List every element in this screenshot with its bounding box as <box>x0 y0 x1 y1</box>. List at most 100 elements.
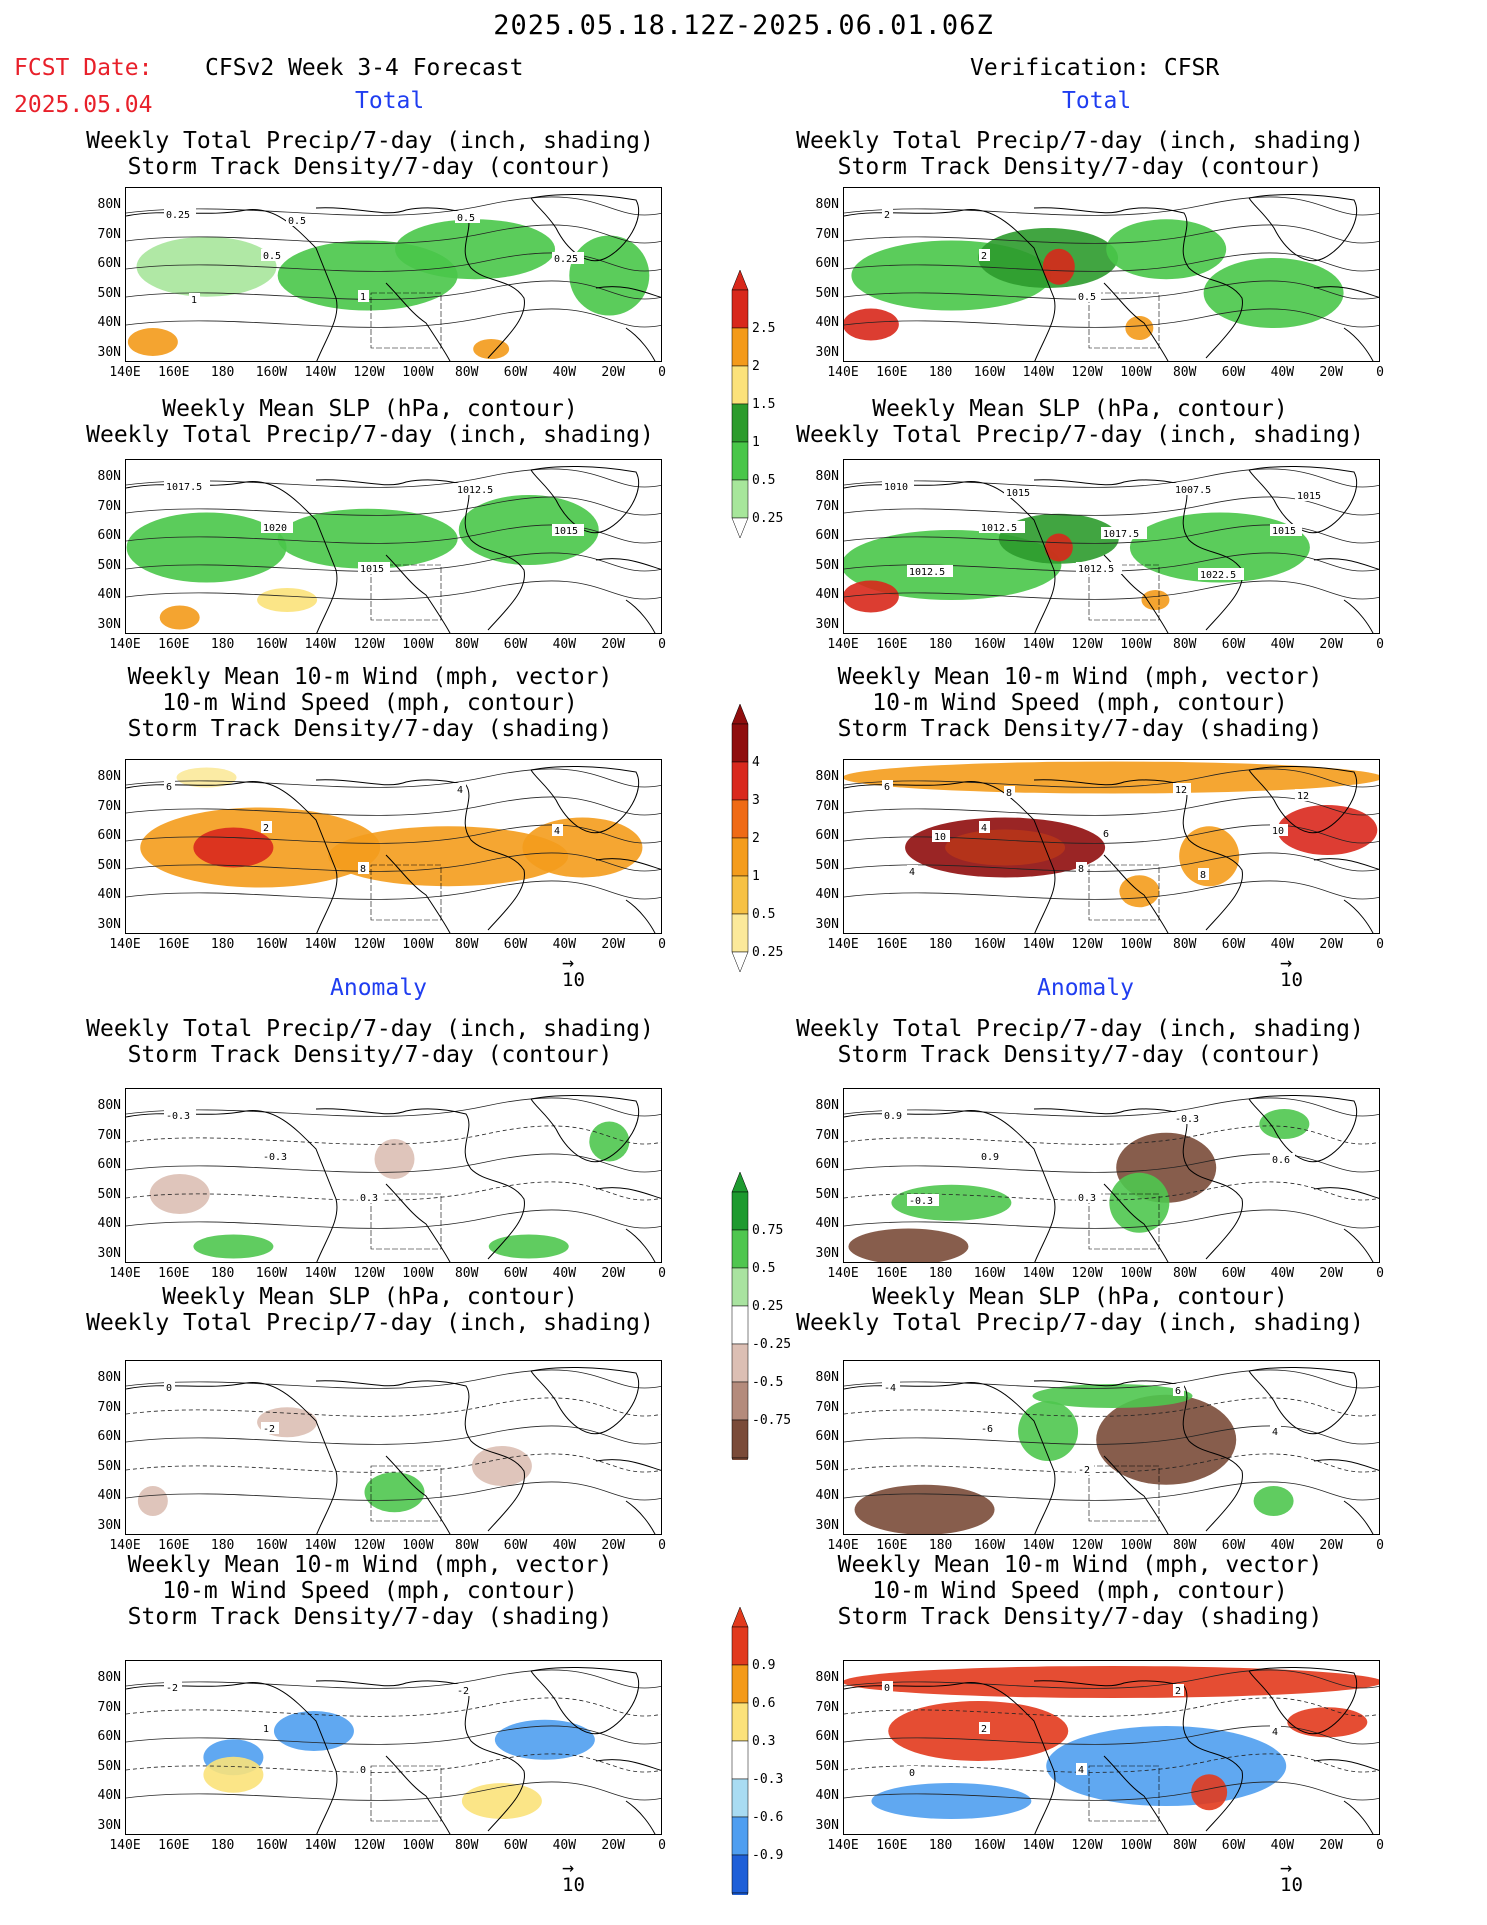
panel-title-line: Weekly Total Precip/7-day (inch, shading… <box>86 422 654 448</box>
longitude-tick-label: 40W <box>552 937 577 952</box>
coastline <box>625 327 656 361</box>
longitude-tick-label: 140W <box>1022 1266 1054 1281</box>
longitude-tick-label: 160E <box>876 1266 908 1281</box>
contour-line <box>126 280 661 300</box>
colorbar-label: 0.5 <box>752 907 775 922</box>
contour-line <box>126 796 661 816</box>
longitude-tick-label: 100W <box>402 937 434 952</box>
longitude-tick-label: 120W <box>353 637 385 652</box>
panel-title-line: Weekly Mean 10-m Wind (mph, vector) <box>127 1552 613 1578</box>
verification-anomaly-wind-map: 0 2 4 2 4 0 <box>843 1660 1380 1835</box>
longitude-tick-label: 80W <box>454 637 479 652</box>
shaded-field-region <box>149 1174 210 1214</box>
latitude-tick-label: 60N <box>815 828 839 843</box>
latitude-tick-label: 50N <box>815 1458 839 1474</box>
contour-label-bg <box>1173 1112 1205 1124</box>
longitude-tick-label: 20W <box>1319 637 1343 652</box>
contour-line <box>126 880 661 900</box>
arrow-right-icon: → <box>1280 1855 1293 1879</box>
longitude-tick-label: 60W <box>1221 1838 1246 1853</box>
contour-label-bg <box>261 521 293 533</box>
longitude-tick-label: 0 <box>1376 637 1384 652</box>
precip-total-colorbar: 2.5 2 1.5 1 0.5 0.25 <box>731 269 783 539</box>
contour-line <box>844 1209 1379 1229</box>
longitude-tick-label: 160E <box>876 1538 908 1553</box>
latitude-tick-label: 40N <box>815 1488 839 1503</box>
contour-label: 1015 <box>554 526 578 537</box>
contour-line <box>126 1209 661 1229</box>
longitude-tick-label: 140E <box>827 1266 859 1281</box>
contour-label: 1012.5 <box>457 485 493 496</box>
panel-title-line: Weekly Mean 10-m Wind (mph, vector) <box>837 1552 1323 1578</box>
longitude-tick-label: 140E <box>827 1838 859 1853</box>
contour-line <box>844 1669 1379 1689</box>
coastline <box>1313 1459 1379 1471</box>
coastline <box>126 1382 338 1534</box>
latitude-tick-label: 80N <box>815 1670 839 1685</box>
contour-label-bg <box>189 293 200 305</box>
colorbar-segment <box>731 761 749 801</box>
contour-line <box>126 196 661 216</box>
contour-line <box>126 1725 661 1745</box>
contour-line <box>844 768 1379 788</box>
contour-label-bg <box>164 1109 196 1121</box>
total-label-right: Total <box>1062 88 1132 114</box>
latitude-tick-label: 70N <box>815 498 839 514</box>
us-state-borders <box>1088 1765 1160 1822</box>
contour-label: 0 <box>884 1683 890 1694</box>
coastline <box>595 558 661 570</box>
colorbar-segment <box>731 1305 749 1345</box>
colorbar-label: 0.5 <box>752 473 775 488</box>
longitude-tick-label: 160W <box>973 637 1006 652</box>
panel-title-line: Weekly Mean SLP (hPa, contour) <box>872 396 1288 422</box>
panel-title-line: Weekly Total Precip/7-day (inch, shading… <box>796 128 1364 154</box>
latitude-tick-label: 50N <box>815 1186 839 1202</box>
longitude-tick-label: 160E <box>158 637 190 652</box>
shaded-field-region <box>1203 258 1344 328</box>
longitude-tick-label: 140W <box>304 937 336 952</box>
shaded-field-region <box>126 512 287 583</box>
contour-label: 0.9 <box>981 1152 999 1163</box>
panel-title-line: Weekly Total Precip/7-day (inch, shading… <box>796 422 1364 448</box>
forecast-anomaly-slp-precip-map: 0 -2 <box>125 1360 662 1535</box>
longitude-tick-label: 140E <box>109 365 141 380</box>
longitude-tick-label: 100W <box>402 1266 434 1281</box>
colorbar-label: 1.5 <box>752 397 775 412</box>
contour-line <box>844 496 1379 516</box>
longitude-tick-label: 40W <box>552 1838 577 1853</box>
longitude-tick-label: 140W <box>304 365 336 380</box>
panel-title-line: Weekly Total Precip/7-day (inch, shading… <box>86 1310 654 1336</box>
latitude-tick-label: 40N <box>97 315 121 330</box>
shaded-field-region <box>364 1472 425 1513</box>
contour-label: 8 <box>1200 870 1206 881</box>
vector-reference: → 10 <box>562 1857 585 1896</box>
colorbar-label: -0.25 <box>752 1337 791 1352</box>
contour-label: 0 <box>166 1383 172 1394</box>
longitude-tick-label: 80W <box>1172 1266 1197 1281</box>
colorbar-segment <box>731 799 749 839</box>
longitude-tick-label: 180 <box>928 365 953 380</box>
coastline <box>1103 854 1169 933</box>
longitude-tick-label: 180 <box>928 1538 953 1553</box>
latitude-tick-label: 50N <box>97 1758 121 1774</box>
contour-label-bg <box>1173 783 1191 795</box>
longitude-tick-label: 120W <box>353 1838 385 1853</box>
colorbar-segment <box>731 1664 749 1704</box>
latitude-tick-label: 30N <box>815 1245 839 1261</box>
contour-label: 0.3 <box>360 1193 378 1204</box>
latitude-tick-label: 40N <box>97 1216 121 1231</box>
colorbar-segment <box>731 1419 749 1459</box>
contour-line <box>126 1097 661 1117</box>
contour-label: 4 <box>981 823 987 834</box>
longitude-tick-label: 100W <box>1120 1838 1152 1853</box>
colorbar-segment <box>731 1702 749 1742</box>
shaded-field-region <box>1191 1774 1228 1811</box>
coastline <box>385 282 451 361</box>
longitude-tick-label: 160W <box>255 637 288 652</box>
latitude-tick-label: 50N <box>97 557 121 573</box>
contour-label-bg <box>358 290 369 302</box>
longitude-tick-label: 20W <box>1319 1538 1343 1553</box>
longitude-tick-label: 160E <box>158 937 190 952</box>
longitude-tick-label: 0 <box>1376 1266 1384 1281</box>
latitude-tick-label: 60N <box>815 1157 839 1172</box>
